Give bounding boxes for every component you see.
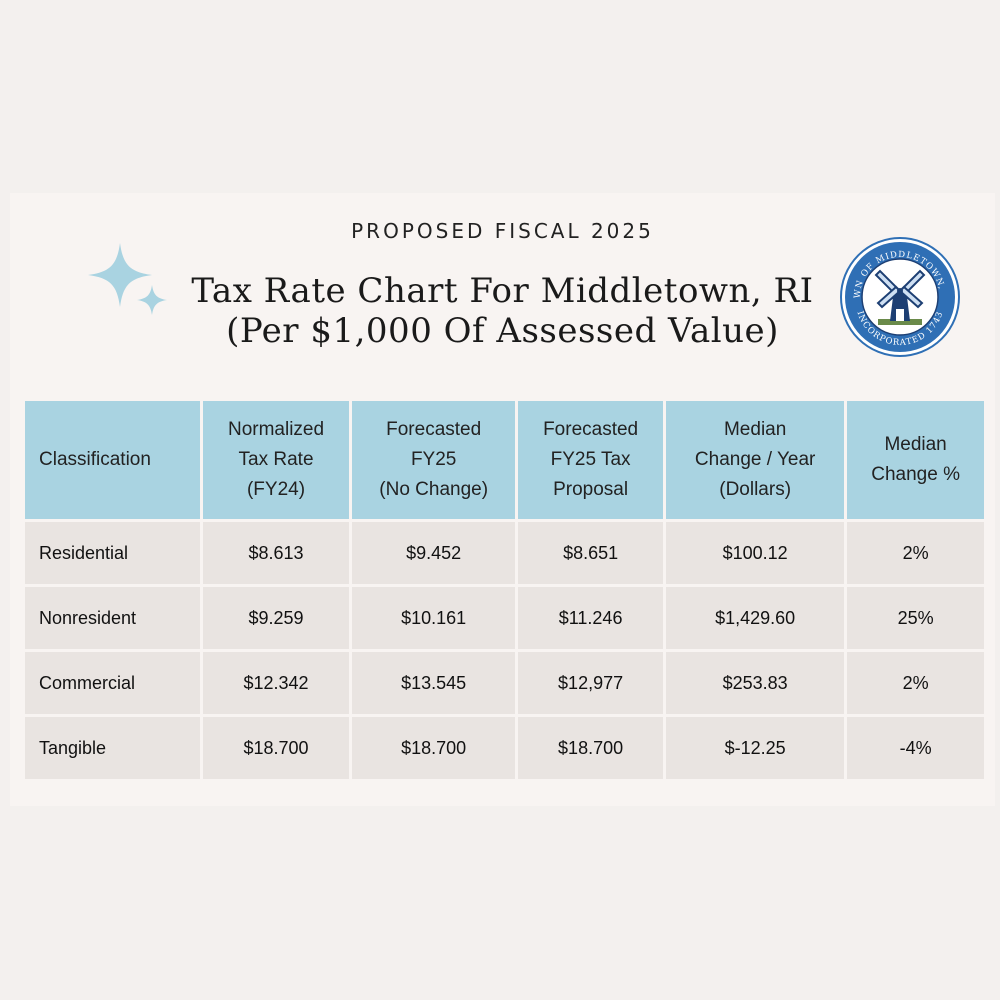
cell-forecast-proposal: $11.246 [518, 587, 664, 649]
header-line: Change / Year [694, 449, 816, 470]
cell-forecast-proposal: $18.700 [518, 717, 664, 779]
table-row: Residential $8.613 $9.452 $8.651 $100.12… [25, 522, 984, 584]
header-line: (Dollars) [719, 479, 792, 500]
page-title: Tax Rate Chart For Middletown, RI (Per $… [10, 271, 995, 351]
cell-median-change-percent: 25% [847, 587, 984, 649]
header-line: Change % [871, 464, 960, 485]
cell-forecast-no-change: $18.700 [352, 717, 516, 779]
town-seal-logo: TOWN OF MIDDLETOWN, R.I. INCORPORATED 17… [838, 235, 960, 357]
title-line-1: Tax Rate Chart For Middletown, RI [191, 271, 814, 311]
header-median-change-percent: Median Change % [847, 401, 984, 519]
cell-median-change-dollars: $1,429.60 [666, 587, 845, 649]
eyebrow-heading: PROPOSED FISCAL 2025 [351, 219, 654, 243]
table-row: Nonresident $9.259 $10.161 $11.246 $1,42… [25, 587, 984, 649]
header-classification: Classification [25, 401, 200, 519]
cell-classification: Tangible [25, 717, 200, 779]
cell-classification: Nonresident [25, 587, 200, 649]
header-line: Normalized [227, 419, 325, 440]
cell-median-change-percent: 2% [847, 522, 984, 584]
cell-normalized-rate: $12.342 [202, 652, 350, 714]
cell-normalized-rate: $8.613 [202, 522, 350, 584]
header-line: FY25 [410, 449, 457, 470]
cell-forecast-proposal: $12,977 [518, 652, 664, 714]
cell-normalized-rate: $18.700 [202, 717, 350, 779]
header-median-change-dollars: Median Change / Year (Dollars) [666, 401, 845, 519]
header-line: (No Change) [379, 479, 489, 500]
header-line: Tax Rate [238, 449, 314, 470]
header-line: FY25 Tax [550, 449, 631, 470]
cell-forecast-no-change: $13.545 [352, 652, 516, 714]
cell-normalized-rate: $9.259 [202, 587, 350, 649]
windmill-icon [874, 269, 926, 325]
cell-forecast-proposal: $8.651 [518, 522, 664, 584]
header-normalized-tax-rate: Normalized Tax Rate (FY24) [202, 401, 350, 519]
cell-median-change-dollars: $100.12 [666, 522, 845, 584]
table-row: Tangible $18.700 $18.700 $18.700 $-12.25… [25, 717, 984, 779]
header-line: Proposal [553, 479, 629, 500]
header-line: Forecasted [543, 419, 639, 440]
cell-median-change-dollars: $253.83 [666, 652, 845, 714]
header-forecasted-no-change: Forecasted FY25 (No Change) [352, 401, 516, 519]
header-line: Forecasted [386, 419, 482, 440]
header-line: Median [884, 434, 947, 455]
title-line-2: (Per $1,000 Of Assessed Value) [226, 311, 779, 351]
sparkle-icon [88, 243, 167, 315]
cell-median-change-dollars: $-12.25 [666, 717, 845, 779]
cell-classification: Residential [25, 522, 200, 584]
table-row: Commercial $12.342 $13.545 $12,977 $253.… [25, 652, 984, 714]
cell-classification: Commercial [25, 652, 200, 714]
header-line: Median [723, 419, 787, 440]
header-forecasted-proposal: Forecasted FY25 Tax Proposal [518, 401, 664, 519]
table-header-row: Classification Normalized Tax Rate (FY24… [25, 401, 984, 519]
tax-rate-table: Classification Normalized Tax Rate (FY24… [22, 398, 987, 782]
header-line: Classification [39, 449, 151, 470]
header-line: (FY24) [246, 479, 306, 500]
cell-median-change-percent: 2% [847, 652, 984, 714]
tax-rate-card: PROPOSED FISCAL 2025 Tax Rate Chart For … [10, 193, 995, 806]
cell-forecast-no-change: $10.161 [352, 587, 516, 649]
cell-forecast-no-change: $9.452 [352, 522, 516, 584]
cell-median-change-percent: -4% [847, 717, 984, 779]
